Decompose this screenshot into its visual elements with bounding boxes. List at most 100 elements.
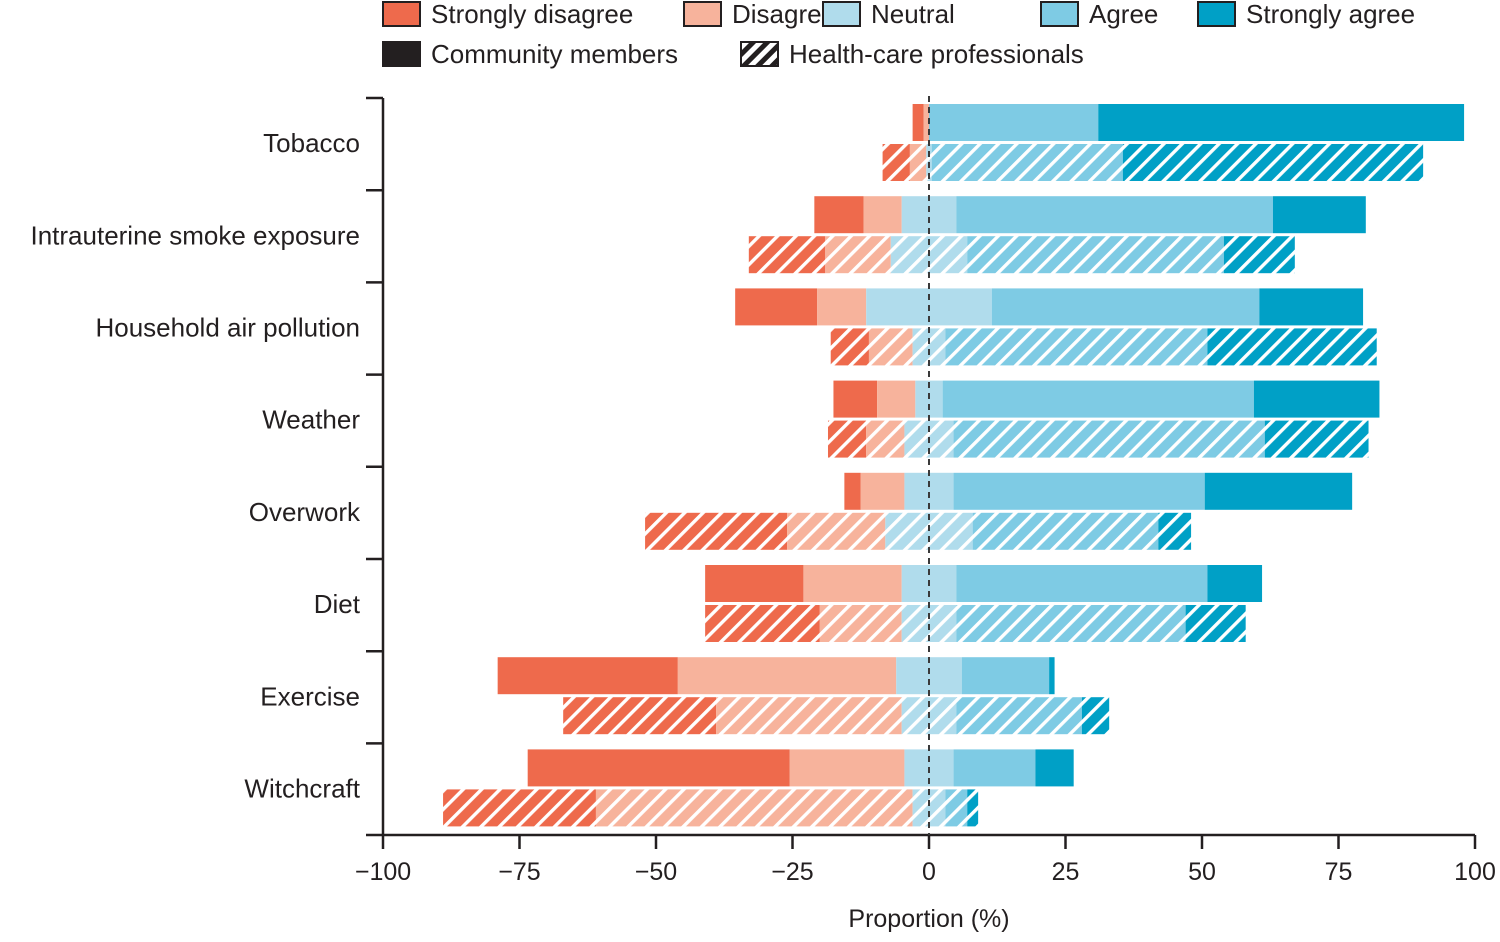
legend-swatch-agree xyxy=(1040,1,1079,27)
legend-label-strongly-agree: Strongly agree xyxy=(1246,0,1415,29)
bar-segment-household-air-pollution-community-strongly-disagree xyxy=(735,288,818,326)
legend-label-disagree: Disagree xyxy=(732,0,836,29)
bar-segment-tobacco-professionals-disagree xyxy=(909,144,927,181)
bar-segment-intrauterine-smoke-exposure-professionals-strongly-disagree xyxy=(748,236,826,274)
legend: Strongly disagree Disagree Neutral Agree Str… xyxy=(382,0,1415,69)
legend-swatch-community-members xyxy=(382,41,421,67)
category-row-household-air-pollution xyxy=(735,288,1377,366)
bar-segment-overwork-community-strongly-agree xyxy=(1204,472,1353,510)
bar-segment-diet-community-strongly-agree xyxy=(1207,565,1263,602)
bar-segment-overwork-professionals-disagree xyxy=(787,512,886,550)
bar-segment-tobacco-professionals-strongly-disagree xyxy=(882,144,910,181)
bar-segment-intrauterine-smoke-exposure-community-neutral xyxy=(901,196,957,234)
category-label-weather: Weather xyxy=(262,405,360,435)
bar-segment-overwork-community-agree xyxy=(953,472,1205,510)
bar-segment-weather-community-strongly-disagree xyxy=(833,380,878,418)
bar-segment-tobacco-professionals-strongly-agree xyxy=(1122,144,1424,181)
bar-segment-exercise-professionals-strongly-disagree xyxy=(563,697,717,735)
bar-exercise-professionals xyxy=(563,697,1110,735)
bar-segment-tobacco-community-strongly-disagree xyxy=(912,104,924,141)
bar-segment-overwork-community-strongly-disagree xyxy=(844,472,861,510)
bar-segment-household-air-pollution-community-strongly-agree xyxy=(1259,288,1364,326)
bar-segment-household-air-pollution-professionals-disagree xyxy=(868,328,913,366)
bar-segment-tobacco-community-agree xyxy=(929,104,1099,141)
bar-weather-community xyxy=(833,380,1380,418)
legend-label-neutral: Neutral xyxy=(871,0,955,29)
bar-diet-community xyxy=(705,565,1263,602)
x-tick-label: −25 xyxy=(771,858,813,886)
x-tick-label: 25 xyxy=(1052,858,1080,886)
x-tick-label: −50 xyxy=(635,858,677,886)
bar-segment-weather-community-disagree xyxy=(877,380,916,418)
legend-item-strongly-agree: Strongly agree xyxy=(1197,0,1415,29)
bar-witchcraft-community xyxy=(527,749,1074,787)
legend-swatch-strongly-disagree xyxy=(382,1,421,27)
legend-label-health-care-professionals: Health-care professionals xyxy=(789,39,1084,69)
bar-segment-diet-professionals-strongly-disagree xyxy=(705,605,820,642)
x-tick-label: 50 xyxy=(1188,858,1216,886)
bar-segment-intrauterine-smoke-exposure-community-disagree xyxy=(863,196,902,234)
legend-label-agree: Agree xyxy=(1089,0,1158,29)
bar-segment-diet-professionals-agree xyxy=(956,605,1186,642)
bar-segment-witchcraft-professionals-strongly-disagree xyxy=(443,789,596,827)
bar-segment-weather-professionals-disagree xyxy=(866,420,905,458)
category-row-tobacco xyxy=(882,104,1465,181)
legend-label-community-members: Community members xyxy=(431,39,678,69)
bar-tobacco-community xyxy=(912,104,1465,141)
legend-swatch-neutral xyxy=(822,1,861,27)
bar-segment-witchcraft-community-strongly-agree xyxy=(1035,749,1074,787)
bar-segment-exercise-community-strongly-disagree xyxy=(497,657,678,695)
category-label-witchcraft: Witchcraft xyxy=(244,774,360,804)
category-row-exercise xyxy=(497,657,1110,735)
bar-segment-weather-professionals-strongly-disagree xyxy=(827,420,867,458)
bar-segment-household-air-pollution-professionals-strongly-disagree xyxy=(830,328,869,366)
x-tick-label: −100 xyxy=(355,858,411,886)
bar-segment-diet-community-disagree xyxy=(803,565,902,602)
category-label-tobacco: Tobacco xyxy=(263,128,360,158)
bar-intrauterine-smoke-exposure-community xyxy=(814,196,1366,234)
bar-witchcraft-professionals xyxy=(443,789,979,827)
bar-segment-weather-professionals-strongly-agree xyxy=(1264,420,1369,458)
bar-tobacco-professionals xyxy=(882,144,1424,181)
axes: Tobacco Intrauterine smoke exposure Househ… xyxy=(30,96,1496,886)
bar-segment-tobacco-community-disagree xyxy=(923,104,929,141)
bar-segment-intrauterine-smoke-exposure-community-strongly-agree xyxy=(1272,196,1366,234)
legend-item-community-members: Community members xyxy=(382,39,678,69)
legend-swatch-disagree xyxy=(683,1,722,27)
x-tick-label: −75 xyxy=(498,858,540,886)
bar-segment-intrauterine-smoke-exposure-professionals-agree xyxy=(967,236,1224,274)
x-tick-label: 0 xyxy=(922,858,936,886)
bar-overwork-community xyxy=(844,472,1353,510)
category-row-diet xyxy=(705,565,1263,642)
bar-segment-tobacco-community-strongly-agree xyxy=(1098,104,1465,141)
legend-item-health-care-professionals: Health-care professionals xyxy=(740,39,1084,69)
bar-segment-intrauterine-smoke-exposure-community-strongly-disagree xyxy=(814,196,864,234)
bar-segment-exercise-community-agree xyxy=(961,657,1050,695)
bar-segment-witchcraft-community-strongly-disagree xyxy=(527,749,790,787)
bar-diet-professionals xyxy=(705,605,1246,642)
category-label-household-air-pollution: Household air pollution xyxy=(95,313,360,343)
bar-weather-professionals xyxy=(827,420,1369,458)
x-axis-title: Proportion (%) xyxy=(848,905,1009,933)
category-row-weather xyxy=(827,380,1380,458)
bar-segment-intrauterine-smoke-exposure-professionals-strongly-agree xyxy=(1223,236,1295,274)
bar-segment-witchcraft-professionals-neutral xyxy=(912,789,946,827)
legend-item-strongly-disagree: Strongly disagree xyxy=(382,0,633,29)
bar-segment-weather-professionals-agree xyxy=(953,420,1265,458)
category-label-diet: Diet xyxy=(314,589,361,619)
bar-segment-household-air-pollution-community-agree xyxy=(991,288,1260,326)
bar-segment-diet-community-agree xyxy=(956,565,1208,602)
bar-exercise-community xyxy=(497,657,1055,695)
legend-item-disagree: Disagree xyxy=(683,0,836,29)
x-tick-label: 75 xyxy=(1325,858,1353,886)
bar-segment-exercise-community-disagree xyxy=(677,657,897,695)
bar-segment-witchcraft-professionals-disagree xyxy=(595,789,913,827)
category-row-overwork xyxy=(645,472,1353,550)
bar-segment-overwork-professionals-strongly-agree xyxy=(1158,512,1192,550)
bar-segment-intrauterine-smoke-exposure-professionals-disagree xyxy=(825,236,891,274)
bar-segment-witchcraft-professionals-strongly-agree xyxy=(967,789,979,827)
bar-segment-exercise-community-neutral xyxy=(896,657,962,695)
bar-segment-witchcraft-community-disagree xyxy=(789,749,905,787)
